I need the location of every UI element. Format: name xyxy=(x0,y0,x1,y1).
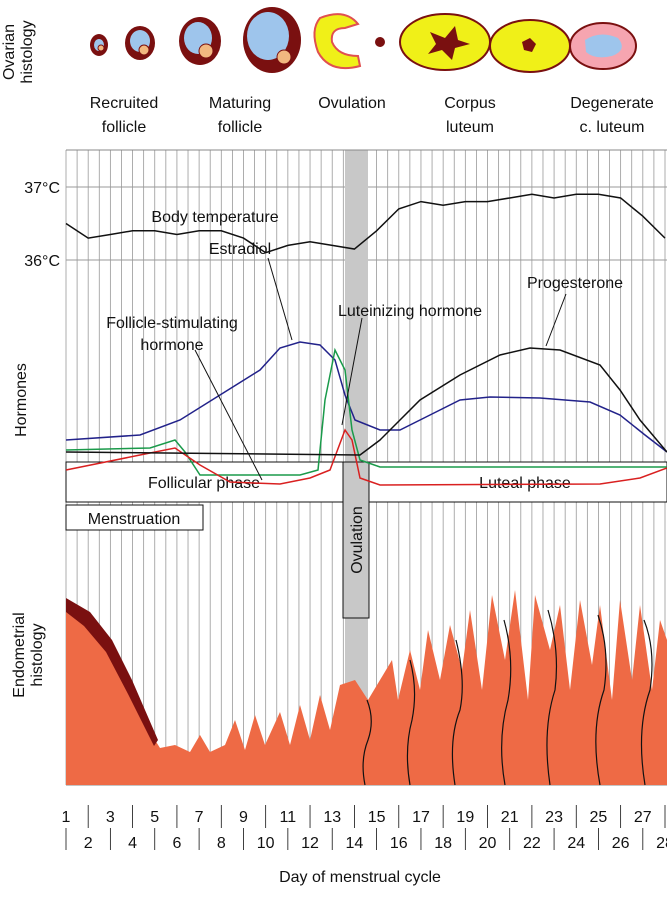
stage-label: c. luteum xyxy=(580,119,645,136)
day-label: 14 xyxy=(346,835,364,852)
day-label: 7 xyxy=(195,809,204,826)
side-label: Hormones xyxy=(13,363,30,437)
figure: Follicular phase Luteal phase Menstruati… xyxy=(0,0,667,899)
day-label: 5 xyxy=(150,809,159,826)
day-label: 1 xyxy=(62,809,71,826)
stage-label: luteum xyxy=(446,119,494,136)
stage-label: Corpus xyxy=(444,95,496,112)
hormone-label: Follicle-stimulating xyxy=(106,315,238,332)
y-tick-label: 37°C xyxy=(24,180,60,197)
x-axis-label: Day of menstrual cycle xyxy=(279,869,441,886)
day-label: 6 xyxy=(172,835,181,852)
day-label: 8 xyxy=(217,835,226,852)
phase-label: Ovulation xyxy=(349,506,366,574)
stage-label: follicle xyxy=(102,119,147,136)
phase-label: Menstruation xyxy=(88,511,181,528)
day-label: 4 xyxy=(128,835,137,852)
ovarian-icons xyxy=(90,7,636,73)
day-label: 28 xyxy=(656,835,667,852)
day-label: 10 xyxy=(257,835,275,852)
hormone-label: Progesterone xyxy=(527,275,623,292)
side-label: Ovarian xyxy=(1,24,18,80)
day-label: 9 xyxy=(239,809,248,826)
stage-label: Maturing xyxy=(209,95,271,112)
day-label: 19 xyxy=(456,809,474,826)
side-label: Endometrial xyxy=(11,612,28,697)
day-label: 13 xyxy=(323,809,341,826)
stage-label: Degenerate xyxy=(570,95,654,112)
day-label: 22 xyxy=(523,835,541,852)
temperature-label: Body temperature xyxy=(151,209,278,226)
day-label: 3 xyxy=(106,809,115,826)
side-label: histology xyxy=(19,20,36,83)
side-label: histology xyxy=(29,623,46,686)
day-label: 25 xyxy=(590,809,608,826)
stage-label: Recruited xyxy=(90,95,158,112)
day-label: 20 xyxy=(479,835,497,852)
day-label: 15 xyxy=(368,809,386,826)
stage-label: follicle xyxy=(218,119,263,136)
day-label: 21 xyxy=(501,809,519,826)
day-label: 11 xyxy=(280,809,297,826)
stage-label: Ovulation xyxy=(318,95,386,112)
day-label: 2 xyxy=(84,835,93,852)
page: Follicular phase Luteal phase Menstruati… xyxy=(0,0,667,899)
leader-lines xyxy=(195,258,566,480)
day-label: 12 xyxy=(301,835,319,852)
day-label: 16 xyxy=(390,835,408,852)
day-label: 26 xyxy=(612,835,630,852)
y-tick-label: 36°C xyxy=(24,253,60,270)
hormone-label: Luteinizing hormone xyxy=(338,303,482,320)
day-label: 23 xyxy=(545,809,563,826)
day-label: 18 xyxy=(434,835,452,852)
day-label: 24 xyxy=(567,835,585,852)
hormone-label: hormone xyxy=(140,337,203,354)
day-label: 27 xyxy=(634,809,652,826)
day-label: 17 xyxy=(412,809,430,826)
phase-label: Follicular phase xyxy=(148,475,260,492)
